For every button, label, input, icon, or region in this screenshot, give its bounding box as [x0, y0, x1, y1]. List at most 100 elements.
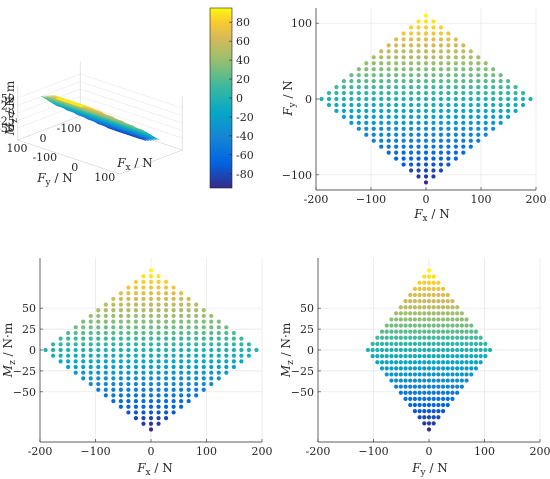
data-point	[209, 353, 214, 358]
data-point	[446, 84, 451, 90]
data-point	[394, 341, 399, 346]
data-point	[459, 323, 464, 328]
data-point	[163, 347, 169, 353]
data-point	[66, 353, 71, 358]
data-point	[349, 84, 354, 90]
data-point	[156, 285, 161, 290]
data-point	[103, 325, 108, 330]
data-point	[171, 296, 176, 302]
data-point	[364, 79, 369, 84]
fx-mz-axes: -200 −100 0 100 200 50 25 0 −25 −50	[13, 258, 273, 458]
data-point	[528, 96, 533, 102]
surface-grid-z	[80, 88, 183, 124]
data-point	[469, 329, 474, 334]
x-tick-label: 200	[526, 193, 547, 206]
data-point	[431, 114, 436, 119]
data-point	[141, 302, 146, 307]
data-point	[379, 108, 384, 114]
data-point	[450, 384, 455, 389]
data-point	[141, 279, 146, 284]
data-point	[156, 387, 161, 392]
data-point	[401, 126, 406, 131]
data-point	[103, 381, 108, 387]
fy-mz-scatter-plot: -200 −100 0 100 200 50 25 0 −25 −50 Fy / N Mz / N…	[279, 258, 550, 478]
data-point	[408, 378, 413, 383]
data-point	[476, 132, 481, 137]
data-point	[408, 138, 414, 143]
data-point	[156, 381, 161, 387]
data-point	[148, 330, 154, 336]
data-point	[491, 79, 496, 84]
data-point	[371, 96, 376, 102]
colorbar-tick-label: 20	[236, 73, 250, 86]
data-point	[386, 73, 391, 78]
data-point	[408, 126, 414, 131]
data-point	[416, 79, 421, 84]
data-point	[156, 308, 161, 313]
data-point	[148, 274, 154, 279]
data-point	[224, 370, 229, 375]
data-point	[394, 329, 399, 334]
data-point	[468, 138, 473, 143]
data-point	[103, 302, 108, 307]
data-point	[141, 313, 146, 319]
x-tick-label: -200	[28, 445, 53, 458]
data-point	[426, 311, 432, 316]
data-point	[111, 364, 116, 370]
data-point	[118, 296, 123, 302]
data-point	[455, 335, 460, 340]
data-point	[231, 342, 236, 347]
data-point	[58, 359, 63, 364]
data-point	[476, 108, 481, 114]
data-point	[148, 421, 154, 426]
data-point	[171, 387, 176, 392]
data-point	[436, 329, 441, 334]
data-point	[438, 61, 444, 66]
data-point	[394, 61, 399, 66]
data-point	[231, 353, 236, 358]
data-point	[73, 330, 78, 336]
data-point	[455, 372, 460, 377]
data-point	[403, 347, 408, 353]
x-tick-label: 200	[530, 445, 550, 458]
data-point	[118, 387, 123, 392]
data-point	[349, 102, 354, 108]
data-point	[506, 90, 511, 96]
data-point	[445, 390, 450, 395]
data-point	[446, 73, 451, 78]
data-point	[431, 37, 436, 42]
data-point	[96, 359, 101, 364]
data-point	[111, 353, 116, 358]
data-point	[461, 61, 466, 66]
data-point	[96, 325, 101, 330]
data-point	[118, 342, 123, 347]
data-point	[426, 341, 432, 346]
data-point	[408, 402, 413, 408]
data-point	[216, 347, 221, 353]
data-point	[491, 90, 496, 96]
data-point	[231, 347, 236, 353]
data-point	[513, 96, 518, 102]
data-point	[431, 311, 436, 316]
data-point	[416, 162, 421, 167]
data-point	[461, 108, 466, 114]
data-point	[401, 162, 406, 167]
data-point	[431, 292, 436, 298]
data-point	[394, 114, 399, 119]
data-point	[446, 90, 451, 96]
data-point	[476, 61, 481, 66]
data-point	[133, 410, 139, 415]
data-point	[464, 366, 469, 371]
data-point	[506, 102, 511, 108]
data-point	[364, 67, 369, 72]
data-point	[186, 381, 191, 387]
data-point	[133, 387, 139, 392]
data-point	[88, 313, 93, 319]
data-point	[148, 296, 154, 302]
data-point	[171, 342, 176, 347]
colorbar-tick-label: 0	[236, 92, 243, 105]
data-point	[461, 138, 466, 143]
data-point	[417, 347, 422, 353]
data-point	[209, 347, 214, 353]
data-point	[469, 354, 474, 359]
